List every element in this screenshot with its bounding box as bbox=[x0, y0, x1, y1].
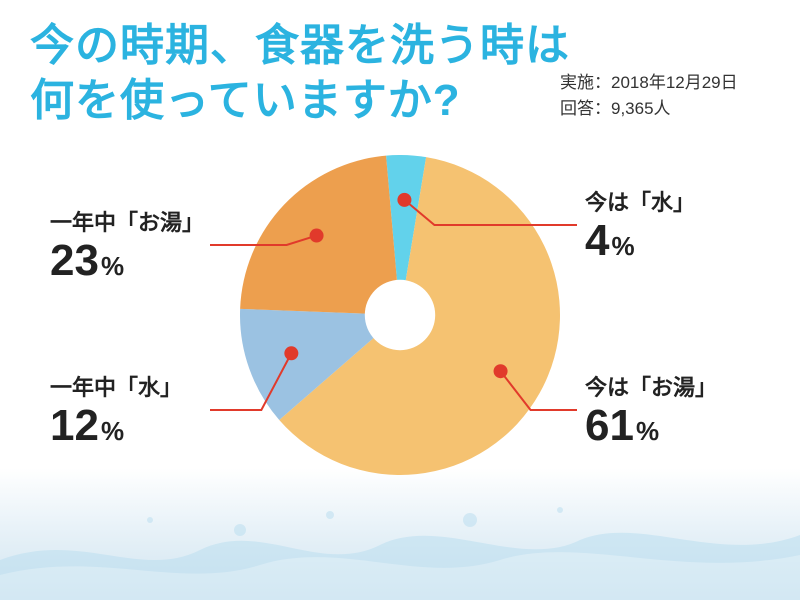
percent-unit: % bbox=[101, 251, 124, 281]
page-title: 今の時期、食器を洗う時は 何を使っていますか? bbox=[30, 18, 570, 128]
title-line1: 今の時期、食器を洗う時は bbox=[30, 21, 570, 70]
slice-category: 今は「水」 bbox=[585, 185, 695, 217]
survey-meta: 実施：2018年12月29日 回答：9,365人 bbox=[560, 70, 738, 121]
slice-percent: 12% bbox=[50, 404, 182, 448]
slice-label-now_hotwater: 今は「お湯」61% bbox=[585, 370, 717, 448]
slice-category: 今は「お湯」 bbox=[585, 370, 717, 402]
slice-label-now_water: 今は「水」4% bbox=[585, 185, 695, 263]
percent-unit: % bbox=[101, 416, 124, 446]
slice-percent: 4% bbox=[585, 219, 695, 263]
slice-category: 一年中「水」 bbox=[50, 370, 182, 402]
slice-percent: 61% bbox=[585, 404, 717, 448]
slice-value: 4 bbox=[585, 216, 609, 265]
slice-category: 一年中「お湯」 bbox=[50, 205, 204, 237]
slice-label-always_water: 一年中「水」12% bbox=[50, 370, 182, 448]
survey-respondents: 回答：9,365人 bbox=[560, 96, 738, 122]
water-decoration bbox=[0, 490, 800, 600]
slice-value: 12 bbox=[50, 401, 99, 450]
slice-value: 61 bbox=[585, 401, 634, 450]
slice-value: 23 bbox=[50, 236, 99, 285]
pie-svg bbox=[240, 155, 560, 475]
slice-percent: 23% bbox=[50, 239, 204, 283]
survey-date: 実施：2018年12月29日 bbox=[560, 70, 738, 96]
title-line2: 何を使っていますか? bbox=[30, 76, 461, 125]
donut-hole bbox=[365, 280, 435, 350]
percent-unit: % bbox=[636, 416, 659, 446]
percent-unit: % bbox=[611, 231, 634, 261]
slice-label-always_hotwater: 一年中「お湯」23% bbox=[50, 205, 204, 283]
